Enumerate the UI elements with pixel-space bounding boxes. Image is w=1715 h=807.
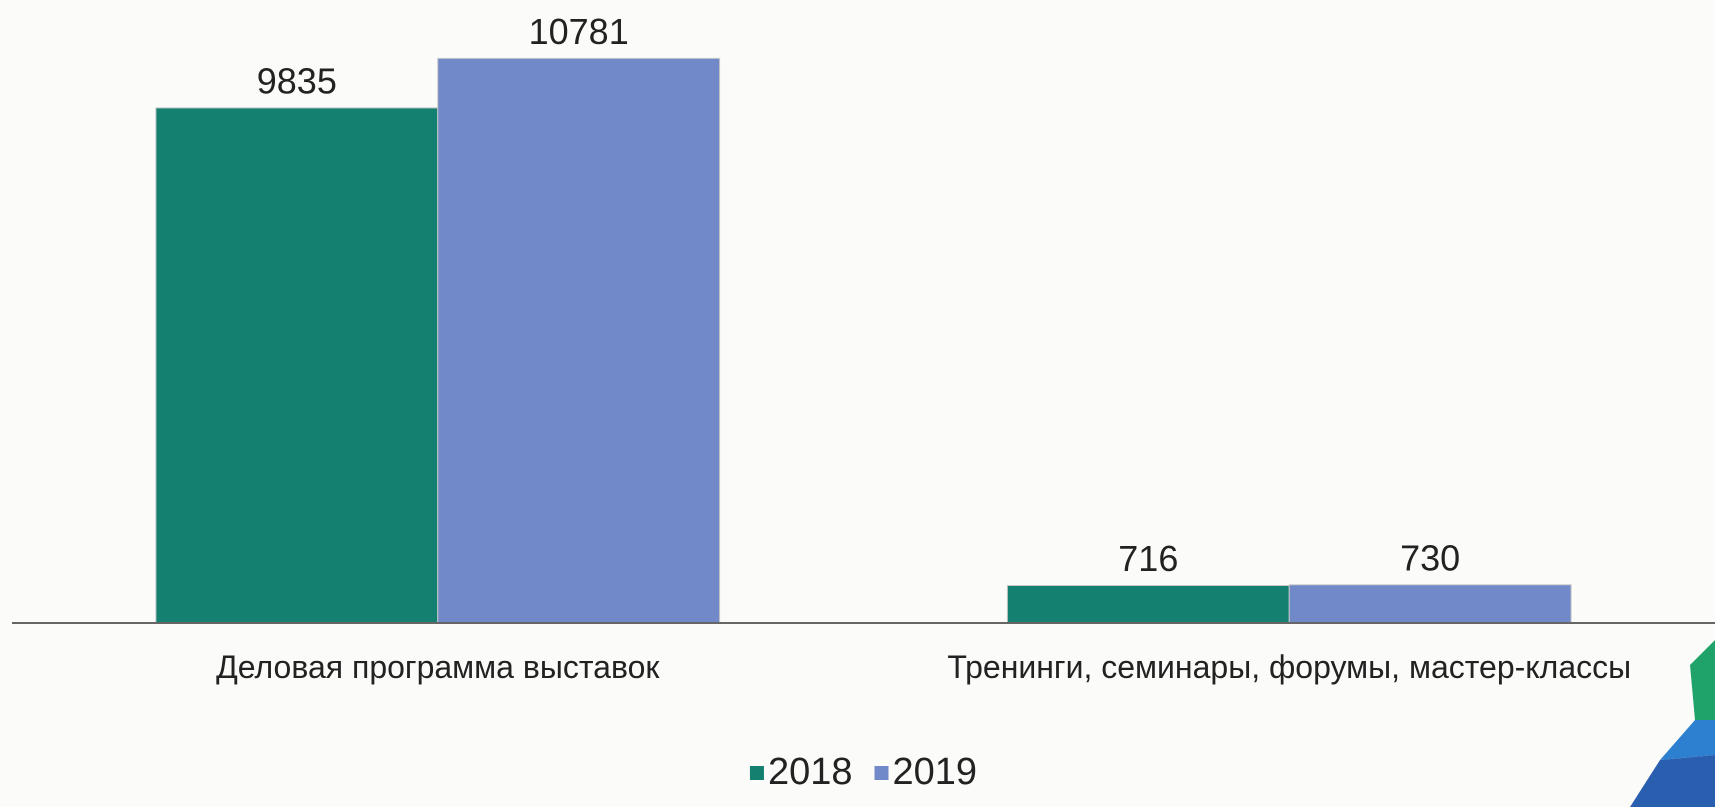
bar bbox=[1006, 585, 1290, 624]
bar bbox=[1288, 584, 1572, 624]
legend: 2018 2019 bbox=[749, 751, 978, 793]
x-tick-label: Деловая программа выставок bbox=[216, 649, 660, 685]
data-label: 10781 bbox=[529, 11, 629, 52]
legend-label: 2019 bbox=[893, 751, 978, 793]
legend-swatch bbox=[874, 766, 889, 780]
bar bbox=[437, 57, 721, 624]
decoration bbox=[1630, 640, 1715, 807]
legend-swatch bbox=[749, 766, 764, 780]
bar bbox=[155, 107, 439, 624]
data-label: 9835 bbox=[257, 60, 337, 101]
data-label: 730 bbox=[1400, 537, 1460, 578]
legend-label: 2018 bbox=[768, 751, 853, 793]
x-tick-label: Тренинги, семинары, форумы, мастер-класс… bbox=[947, 649, 1632, 685]
data-label: 716 bbox=[1118, 538, 1178, 579]
